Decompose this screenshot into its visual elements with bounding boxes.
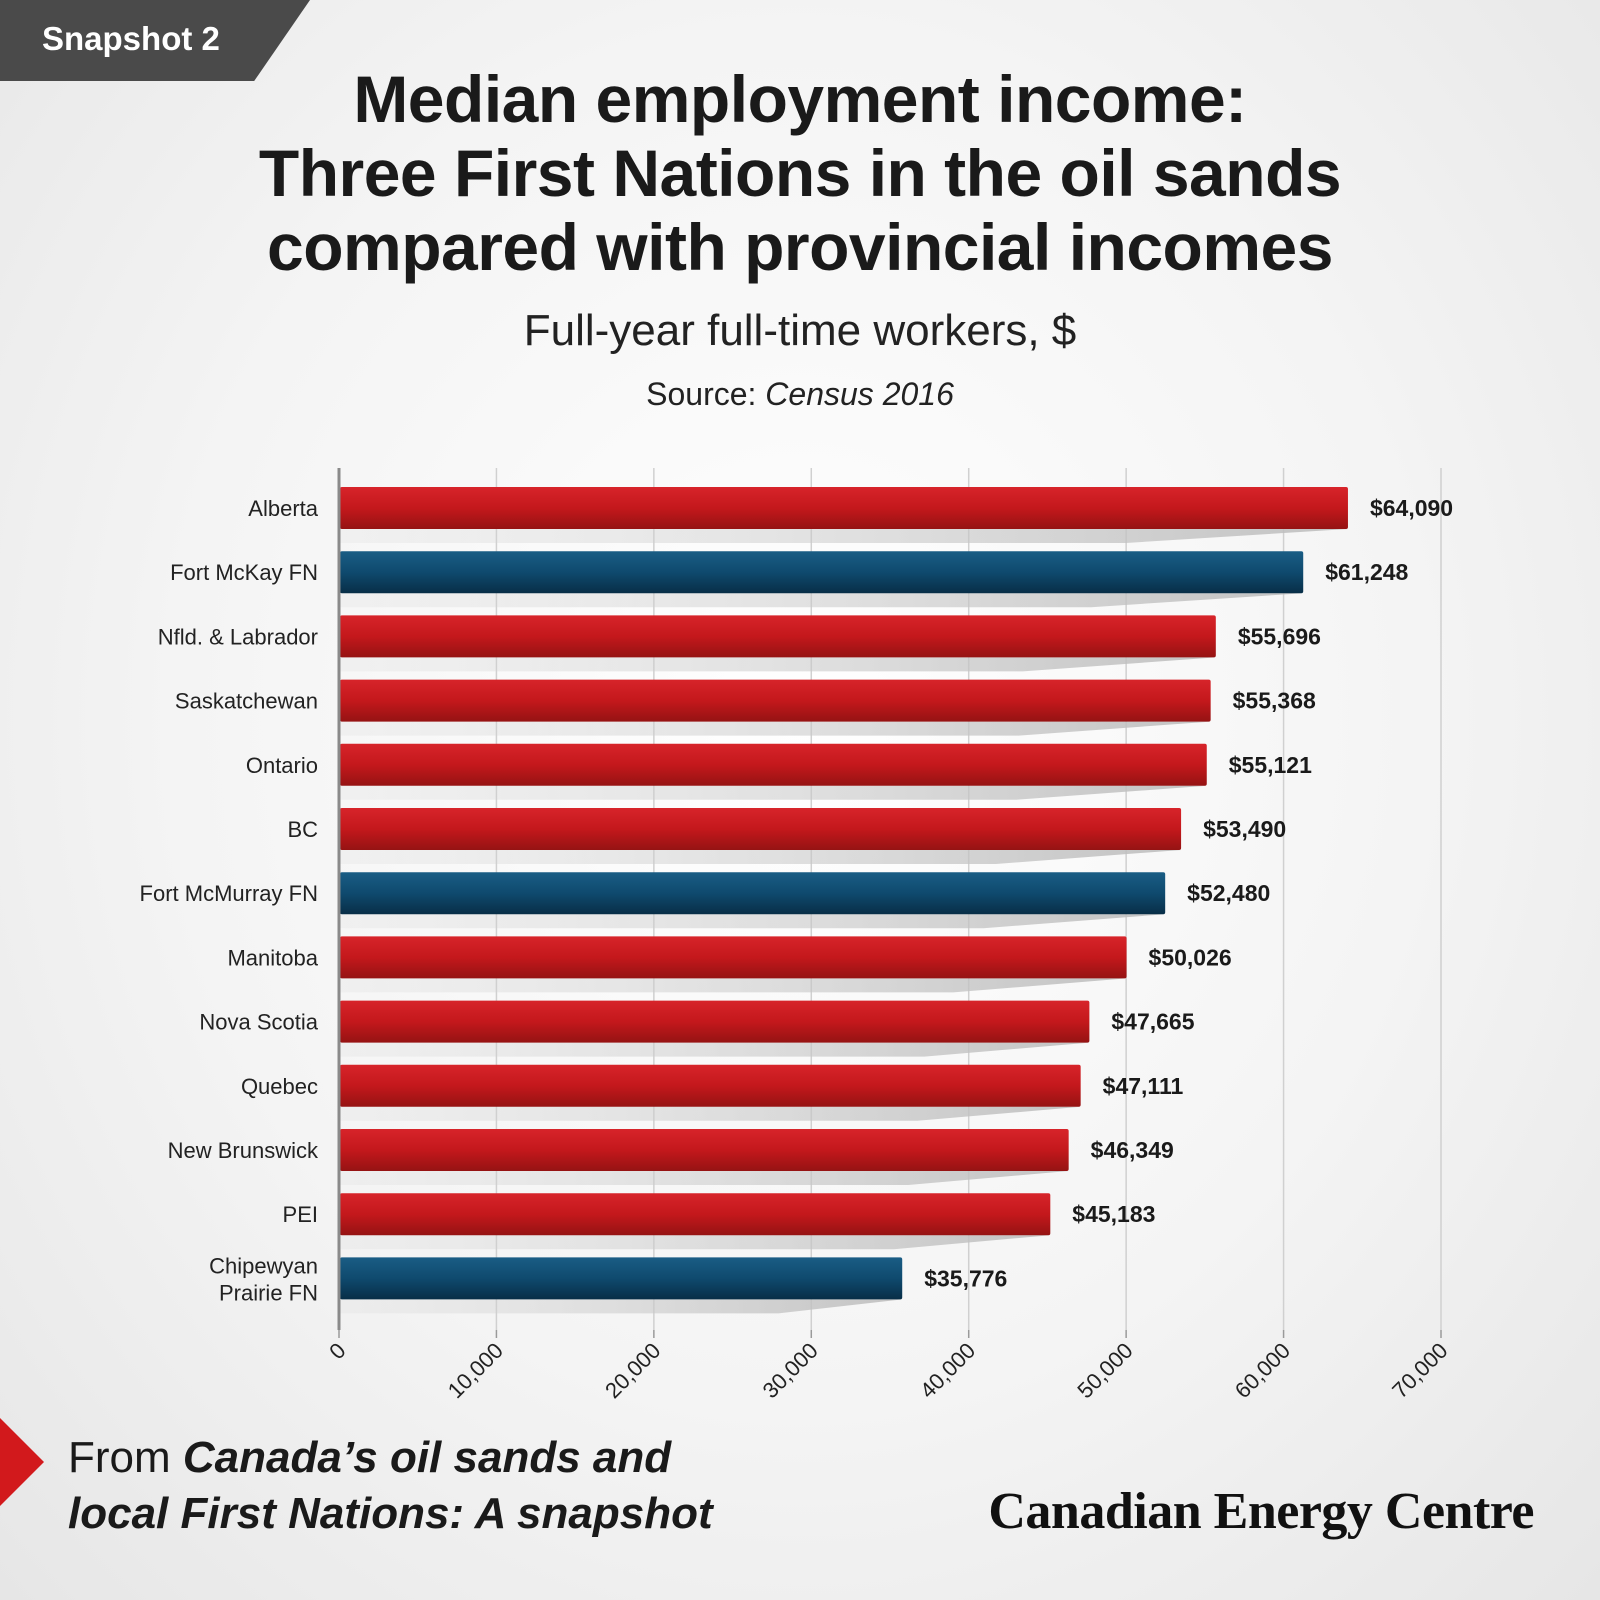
chart-subtitle: Full-year full-time workers, $	[523, 306, 1077, 355]
category-label: Nova Scotia	[199, 1010, 318, 1035]
title-line-2: Three First Nations in the oil sands	[258, 136, 1342, 210]
x-tick-label: 50,000	[1072, 1338, 1137, 1403]
bar-province	[340, 1064, 1081, 1107]
value-label: $55,696	[1238, 623, 1321, 649]
value-label: $45,183	[1072, 1201, 1155, 1227]
category-label: Alberta	[248, 496, 318, 521]
from-label: From	[68, 1433, 171, 1482]
bar-province	[340, 679, 1211, 722]
source-label: Source:	[646, 376, 757, 412]
bar-province	[340, 1129, 1069, 1171]
category-label: Manitoba	[227, 945, 318, 970]
x-tick-label: 30,000	[758, 1338, 823, 1403]
bar-shadow	[339, 1042, 1090, 1057]
bars	[340, 487, 1348, 1300]
brand-logo-text: Canadian Energy Centre	[988, 1483, 1534, 1540]
x-tick-label: 40,000	[915, 1338, 980, 1403]
report-reference: From Canada’s oil sands and local First …	[68, 1430, 713, 1542]
bar-shadow	[339, 593, 1304, 608]
value-label: $50,026	[1149, 944, 1232, 970]
bar-province	[340, 808, 1182, 850]
x-tick-label: 20,000	[600, 1338, 665, 1403]
category-label: Fort McKay FN	[170, 560, 318, 585]
value-label: $53,490	[1203, 816, 1286, 842]
report-title-line-2: local First Nations: A snapshot	[68, 1489, 713, 1538]
value-label: $47,111	[1103, 1073, 1184, 1099]
bar-province	[340, 615, 1216, 658]
bar-shadow	[339, 529, 1348, 543]
x-tick-label: 0	[324, 1338, 350, 1364]
value-label: $61,248	[1325, 559, 1408, 585]
category-label: Fort McMurray FN	[140, 881, 318, 906]
bar-province	[340, 936, 1127, 979]
bar-shadow	[339, 978, 1127, 993]
bar-first-nation	[340, 551, 1304, 594]
bar-shadow	[339, 914, 1166, 929]
category-label: PEI	[283, 1202, 318, 1227]
category-label: Ontario	[246, 753, 318, 778]
x-tick-label: 10,000	[443, 1338, 508, 1403]
value-label: $46,349	[1091, 1137, 1174, 1163]
value-label: $64,090	[1370, 495, 1453, 521]
title-line-1: Median employment income:	[353, 62, 1247, 136]
snapshot-tag	[0, 0, 310, 81]
source-line: Source: Census 2016	[0, 376, 1600, 413]
value-label: $35,776	[924, 1265, 1007, 1291]
bar-shadow	[339, 1235, 1051, 1250]
category-label: Quebec	[241, 1074, 318, 1099]
snapshot-tag-label: Snapshot 2	[42, 20, 220, 57]
bar-province	[340, 1000, 1090, 1043]
category-label: BC	[287, 817, 318, 842]
category-label: Chipewyan Prairie FN	[209, 1253, 318, 1305]
value-label: $55,121	[1229, 752, 1312, 778]
value-label: $55,368	[1233, 688, 1316, 714]
bar-shadow	[339, 721, 1211, 736]
bar-province	[340, 1193, 1051, 1236]
bar-shadow	[339, 785, 1207, 800]
bar-shadows	[339, 529, 1348, 1314]
footer-arrow-icon	[0, 1418, 44, 1506]
bar-chart: Alberta Fort McKay FN Nfld. & Labrador Sask…	[140, 468, 1453, 1403]
category-label: New Brunswick	[168, 1138, 319, 1163]
x-axis-tick-labels: 0 10,000 20,000 30,000 40,000 50,000 60,000 70,…	[324, 1338, 1452, 1403]
bar-first-nation	[340, 1257, 903, 1300]
report-title-line-1: Canada’s oil sands and	[182, 1433, 672, 1482]
value-label: $47,665	[1111, 1009, 1194, 1035]
bar-shadow	[339, 1171, 1069, 1185]
value-label: $52,480	[1187, 880, 1270, 906]
bar-first-nation	[340, 872, 1166, 915]
title-line-3: compared with provincial incomes	[267, 210, 1333, 284]
bar-shadow	[339, 657, 1216, 672]
x-tick-label: 70,000	[1387, 1338, 1452, 1403]
bar-shadow	[339, 1106, 1081, 1121]
bar-shadow	[339, 850, 1182, 864]
bar-shadow	[339, 1299, 903, 1314]
category-label: Saskatchewan	[175, 689, 318, 714]
bar-province	[340, 487, 1348, 529]
source-name: Census 2016	[765, 376, 954, 412]
category-labels: Alberta Fort McKay FN Nfld. & Labrador Sask…	[140, 496, 319, 1305]
x-tick-label: 60,000	[1230, 1338, 1295, 1403]
value-labels: $64,090 $61,248 $55,696 $55,368 $55,121 $53,4…	[924, 495, 1453, 1291]
category-label: Nfld. & Labrador	[158, 624, 318, 649]
bar-province	[340, 743, 1207, 786]
chart-title: Median employment income: Three First Na…	[0, 62, 1600, 284]
